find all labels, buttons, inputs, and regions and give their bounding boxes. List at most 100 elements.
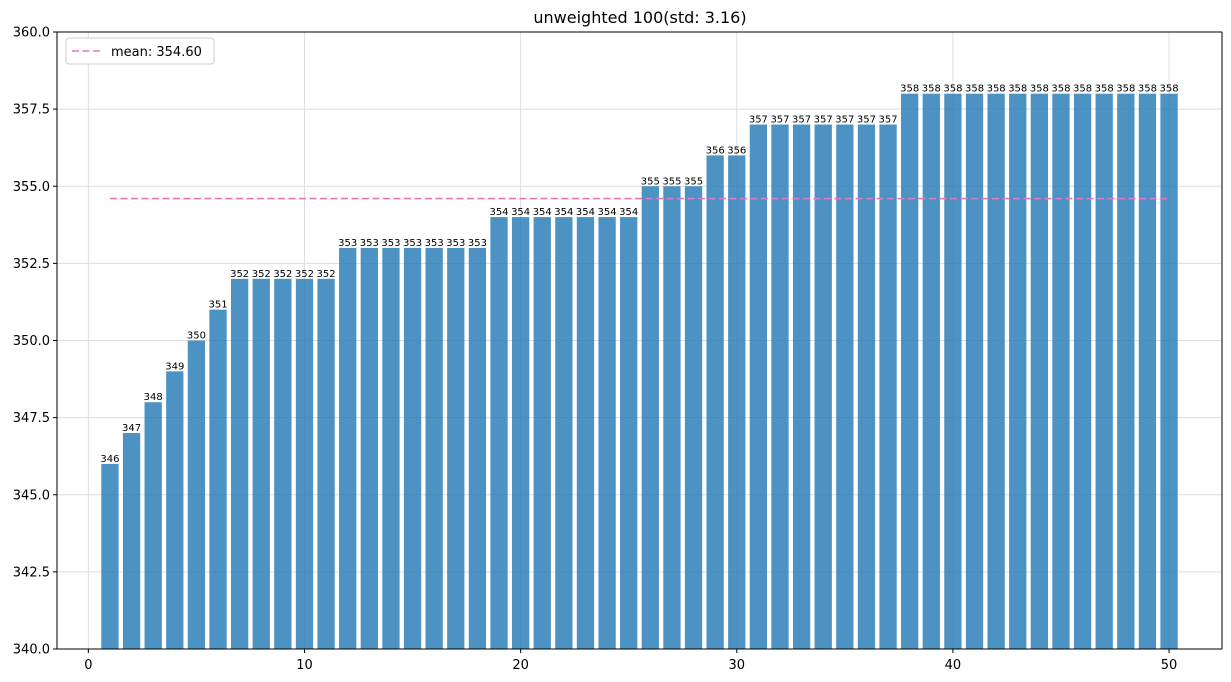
bar bbox=[728, 155, 746, 649]
bar-value-label: 358 bbox=[1095, 84, 1114, 95]
bar bbox=[468, 247, 487, 649]
bar bbox=[987, 93, 1005, 649]
bar bbox=[533, 217, 551, 649]
bar-value-label: 357 bbox=[814, 115, 833, 126]
bar bbox=[684, 186, 703, 649]
bar-value-label: 347 bbox=[122, 423, 141, 434]
bar-value-label: 346 bbox=[100, 454, 119, 465]
bar-value-label: 353 bbox=[468, 238, 487, 249]
bar bbox=[857, 124, 876, 650]
bar-value-label: 352 bbox=[295, 269, 314, 280]
bar-value-label: 354 bbox=[619, 207, 638, 218]
bar-value-label: 358 bbox=[943, 84, 962, 95]
bar-value-label: 352 bbox=[273, 269, 292, 280]
bar bbox=[641, 186, 659, 649]
bar-value-label: 353 bbox=[425, 238, 444, 249]
bar bbox=[252, 278, 270, 649]
bar bbox=[101, 463, 119, 649]
bar-value-label: 355 bbox=[684, 176, 703, 187]
chart-title: unweighted 100(std: 3.16) bbox=[533, 8, 746, 27]
bar-value-label: 358 bbox=[1051, 84, 1070, 95]
x-tick-label: 40 bbox=[945, 658, 962, 673]
bar bbox=[490, 217, 508, 649]
x-tick-label: 30 bbox=[728, 658, 745, 673]
bar bbox=[295, 278, 314, 649]
bar bbox=[749, 124, 768, 650]
y-tick-label: 345.0 bbox=[13, 488, 50, 503]
bar-value-label: 349 bbox=[165, 361, 184, 372]
bar-value-label: 358 bbox=[922, 84, 941, 95]
bar-value-label: 358 bbox=[1138, 84, 1157, 95]
bar-value-label: 352 bbox=[317, 269, 336, 280]
bar-value-label: 354 bbox=[533, 207, 552, 218]
bar bbox=[122, 433, 141, 649]
bar-value-label: 353 bbox=[338, 238, 357, 249]
bar bbox=[1073, 93, 1092, 649]
bar bbox=[814, 124, 832, 650]
bar-value-label: 350 bbox=[187, 331, 206, 342]
bar bbox=[706, 155, 724, 649]
bars-layer bbox=[101, 93, 1178, 650]
y-tick-label: 352.5 bbox=[13, 257, 50, 272]
bar bbox=[944, 93, 962, 649]
bar-value-label: 355 bbox=[662, 176, 681, 187]
bar bbox=[771, 124, 789, 650]
bar-value-label: 351 bbox=[208, 300, 227, 311]
bar bbox=[901, 93, 919, 649]
x-tick-label: 20 bbox=[512, 658, 529, 673]
bar-value-label: 358 bbox=[987, 84, 1006, 95]
bar-value-label: 358 bbox=[1030, 84, 1049, 95]
y-tick-label: 347.5 bbox=[13, 411, 50, 426]
bar bbox=[1095, 93, 1113, 649]
bar-value-label: 354 bbox=[598, 207, 617, 218]
bar bbox=[511, 217, 530, 649]
y-tick-label: 342.5 bbox=[13, 565, 50, 580]
legend-mean-label: mean: 354.60 bbox=[111, 45, 202, 60]
bar bbox=[1138, 93, 1157, 649]
bar-value-label: 357 bbox=[749, 115, 768, 126]
bar bbox=[1030, 93, 1049, 649]
bar bbox=[836, 124, 854, 650]
bar bbox=[230, 278, 249, 649]
bar-value-label: 353 bbox=[403, 238, 422, 249]
y-tick-label: 360.0 bbox=[13, 26, 50, 41]
bar bbox=[1052, 93, 1070, 649]
bar bbox=[965, 93, 984, 649]
bar bbox=[879, 124, 897, 650]
bar bbox=[576, 217, 595, 649]
bar bbox=[598, 217, 616, 649]
x-tick-label: 0 bbox=[84, 658, 92, 673]
bar bbox=[620, 217, 638, 649]
bar-value-label: 357 bbox=[879, 115, 898, 126]
bar-value-label: 357 bbox=[792, 115, 811, 126]
bar-value-label: 357 bbox=[835, 115, 854, 126]
bar bbox=[209, 309, 227, 649]
bar bbox=[187, 340, 206, 649]
bar-value-label: 353 bbox=[446, 238, 465, 249]
y-tick-label: 340.0 bbox=[13, 643, 50, 658]
legend-box bbox=[65, 37, 215, 65]
bar-value-label: 354 bbox=[511, 207, 530, 218]
bar-value-label: 353 bbox=[360, 238, 379, 249]
bar bbox=[555, 217, 573, 649]
bar bbox=[1160, 93, 1178, 649]
bar-value-label: 354 bbox=[554, 207, 573, 218]
x-tick-label: 50 bbox=[1161, 658, 1178, 673]
y-tick-label: 357.5 bbox=[13, 103, 50, 118]
bar bbox=[1009, 93, 1027, 649]
bar bbox=[274, 278, 292, 649]
bar bbox=[663, 186, 681, 649]
bar-value-label: 353 bbox=[381, 238, 400, 249]
bar-value-label: 354 bbox=[489, 207, 508, 218]
bar-value-label: 348 bbox=[144, 392, 163, 403]
bar bbox=[922, 93, 940, 649]
bar bbox=[166, 371, 184, 649]
bar bbox=[447, 247, 465, 649]
bar-value-label: 356 bbox=[706, 145, 725, 156]
bar bbox=[360, 247, 378, 649]
x-tick-label: 10 bbox=[296, 658, 313, 673]
ticks-layer: 340.0 342.5 345.0 347.5 350.0 352.5 355.0 357.5… bbox=[13, 26, 1178, 674]
